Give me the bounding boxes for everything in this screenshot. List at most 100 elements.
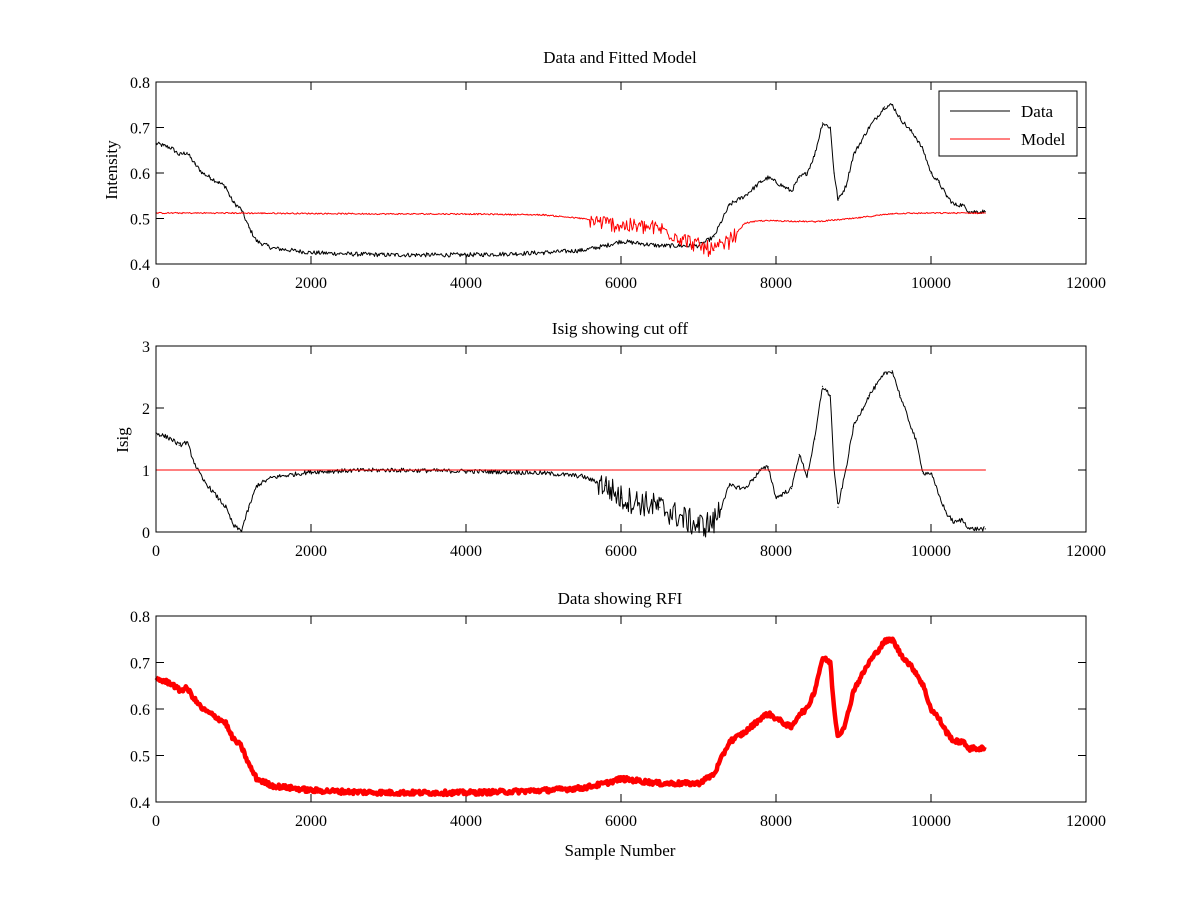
- data-point: [852, 217, 855, 220]
- data-point: [209, 488, 211, 490]
- data-point: [775, 220, 777, 222]
- data-point: [814, 689, 816, 692]
- data-point: [209, 176, 211, 179]
- legend-box: [938, 90, 1078, 157]
- x-tick-label: 10000: [911, 275, 951, 292]
- data-point: [170, 682, 173, 685]
- data-point: [744, 488, 746, 490]
- panel-data-and-fitted-model: Data and Fitted Model Intensity 0 2000 400…: [102, 48, 1106, 292]
- series-line-0: [154, 636, 987, 798]
- data-point: [814, 438, 816, 440]
- data-point: [759, 717, 762, 719]
- axis-ticks: 0 2000 4000 6000 8000 10000 12000 0.4 0.5 0.6 0.7 0…: [130, 75, 1106, 292]
- data-point: [759, 220, 762, 222]
- series-group: [155, 103, 986, 258]
- axis-ticks: 0 2000 4000 6000 8000 10000 12000 0.4 0.5 0.6 0.7 0…: [130, 609, 1106, 830]
- data-point: [248, 227, 250, 229]
- data-point: [814, 221, 816, 223]
- data-point: [256, 484, 258, 487]
- data-point: [504, 253, 506, 255]
- data-point: [209, 713, 211, 715]
- data-point: [426, 254, 428, 256]
- data-point: [604, 222, 607, 224]
- data-point: [829, 126, 831, 129]
- y-tick-label: 0.4: [130, 257, 150, 274]
- y-tick-label: 0.7: [130, 656, 150, 673]
- x-tick-label: 6000: [605, 813, 637, 830]
- data-point: [178, 444, 180, 446]
- data-point: [225, 186, 227, 188]
- series-line-0: [155, 371, 985, 538]
- y-tick-label: 0: [142, 525, 150, 542]
- data-point: [899, 117, 901, 119]
- data-point: [961, 519, 963, 521]
- data-point: [465, 213, 467, 215]
- data-point: [984, 211, 986, 213]
- data-point: [581, 787, 583, 789]
- data-point: [604, 245, 607, 247]
- data-point: [504, 471, 506, 473]
- series-line-0: [155, 103, 986, 258]
- data-point: [868, 395, 870, 397]
- data-point: [930, 212, 932, 214]
- data-point: [713, 236, 715, 238]
- data-point: [969, 528, 971, 530]
- data-point: [806, 475, 808, 477]
- data-point: [542, 789, 545, 791]
- chart-title: Data and Fitted Model: [543, 48, 697, 67]
- data-point: [217, 497, 219, 499]
- plot-frame: [155, 615, 1087, 803]
- data-point: [310, 212, 312, 215]
- data-point: [713, 773, 715, 775]
- data-point: [814, 154, 816, 156]
- data-point: [201, 478, 204, 480]
- data-point: [620, 778, 622, 780]
- data-point: [232, 738, 235, 740]
- series-group: [154, 636, 987, 798]
- data-point: [387, 213, 390, 215]
- data-point: [659, 245, 661, 247]
- data-point: [938, 494, 940, 496]
- data-point: [465, 792, 467, 794]
- x-tick-label: 0: [152, 813, 160, 830]
- data-point: [914, 438, 917, 440]
- x-tick-label: 2000: [295, 813, 327, 830]
- data-point: [229, 731, 231, 733]
- data-point: [217, 181, 219, 183]
- data-point: [256, 778, 258, 780]
- data-point: [387, 254, 390, 256]
- data-point: [201, 172, 204, 174]
- x-tick-label: 4000: [450, 813, 482, 830]
- data-point: [728, 740, 731, 743]
- data-point: [775, 717, 777, 719]
- data-point: [837, 736, 839, 738]
- legend-label-model: Model: [1021, 130, 1066, 149]
- data-point: [163, 680, 165, 682]
- data-point: [349, 791, 351, 793]
- data-point: [271, 476, 273, 479]
- data-point: [891, 370, 893, 372]
- data-point: [248, 764, 250, 766]
- data-point: [465, 470, 467, 472]
- data-point: [310, 471, 312, 473]
- data-point: [713, 249, 715, 251]
- y-tick-label: 0.6: [130, 702, 150, 719]
- data-point: [821, 657, 824, 659]
- data-point: [833, 172, 835, 174]
- data-point: [984, 212, 986, 214]
- x-tick-label: 2000: [295, 275, 327, 292]
- panel-data-showing-rfi: Data showing RFI Sample Number 0 2000 4000…: [130, 589, 1106, 860]
- data-point: [961, 740, 963, 743]
- data-point: [697, 245, 700, 247]
- data-point: [930, 708, 932, 710]
- data-point: [232, 212, 235, 214]
- data-point: [194, 163, 196, 165]
- data-point: [767, 466, 769, 468]
- data-point: [945, 731, 948, 733]
- data-point: [891, 638, 893, 640]
- x-tick-label: 0: [152, 543, 160, 560]
- data-point: [744, 222, 746, 224]
- data-point: [806, 172, 808, 174]
- data-point: [426, 792, 428, 794]
